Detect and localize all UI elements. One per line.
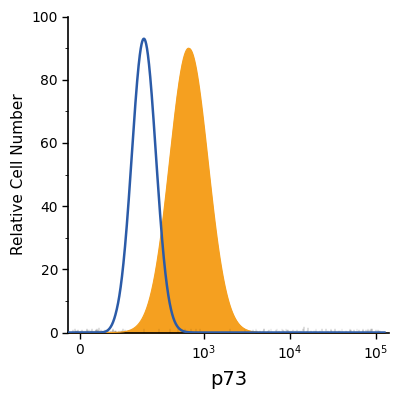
Y-axis label: Relative Cell Number: Relative Cell Number bbox=[11, 94, 26, 256]
X-axis label: p73: p73 bbox=[210, 370, 247, 389]
